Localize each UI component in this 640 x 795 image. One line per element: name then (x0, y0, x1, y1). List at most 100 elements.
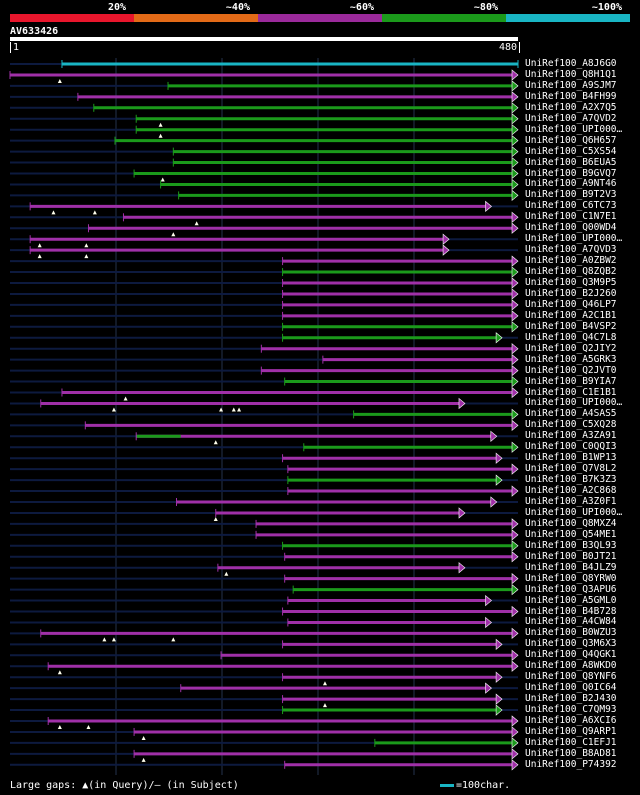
hit-label-link[interactable]: UniRef100_A4SAS5 (525, 408, 617, 420)
hit-row[interactable] (10, 474, 518, 486)
hit-row[interactable] (10, 441, 519, 453)
hit-row[interactable] (10, 704, 518, 716)
hit-label-link[interactable]: UniRef100_A6XCI6 (525, 715, 617, 726)
hit-row[interactable] (10, 671, 518, 686)
hit-label-link[interactable]: UniRef100_UPI000… (525, 123, 623, 135)
hit-row[interactable] (10, 562, 518, 576)
hit-label-link[interactable]: UniRef100_A3Z0F1 (525, 496, 617, 507)
hit-label-link[interactable]: UniRef100_B4FH99 (525, 90, 617, 102)
hit-label-link[interactable]: UniRef100_B0WZU3 (525, 627, 617, 639)
hit-label-link[interactable]: UniRef100_B9T2V3 (525, 189, 617, 201)
hit-row[interactable] (10, 299, 519, 311)
hit-row[interactable] (10, 430, 518, 445)
hit-row[interactable] (10, 518, 519, 530)
hit-label-link[interactable]: UniRef100_A3ZA91 (525, 430, 617, 442)
hit-row[interactable] (10, 156, 519, 169)
hit-label-link[interactable]: UniRef100_C6TC73 (525, 200, 617, 212)
hit-label-link[interactable]: UniRef100_Q9ARP1 (525, 725, 617, 737)
hit-label-link[interactable]: UniRef100_B2J260 (525, 287, 617, 299)
hit-row[interactable] (10, 354, 519, 366)
hit-label-link[interactable]: UniRef100_C5XQ28 (525, 419, 617, 431)
hit-row[interactable] (10, 178, 519, 191)
hit-row[interactable] (10, 397, 518, 412)
hit-label-link[interactable]: UniRef100_A9SJM7 (525, 79, 617, 91)
hit-row[interactable] (10, 288, 519, 300)
hit-label-link[interactable]: UniRef100_Q0IC64 (525, 682, 617, 694)
hit-row[interactable] (10, 222, 519, 237)
hit-row[interactable] (10, 507, 518, 521)
hit-label-link[interactable]: UniRef100_Q3APU6 (525, 583, 617, 595)
hit-label-link[interactable]: UniRef100_Q8ZQB2 (525, 266, 617, 278)
hit-label-link[interactable]: UniRef100_B9GVQ7 (525, 167, 617, 179)
hit-label-link[interactable]: UniRef100_B4VSP2 (525, 320, 617, 332)
hit-row[interactable] (10, 419, 519, 431)
hit-label-link[interactable]: UniRef100_UPI000… (525, 233, 623, 245)
hit-label-link[interactable]: UniRef100_Q8MXZ4 (525, 517, 617, 529)
hit-label-link[interactable]: UniRef100_C0QQI3 (525, 441, 617, 453)
hit-row[interactable] (10, 573, 519, 585)
hit-label-link[interactable]: UniRef100_B9YIA7 (525, 375, 617, 387)
hit-row[interactable] (10, 255, 519, 267)
hit-row[interactable] (10, 529, 519, 541)
hit-row[interactable] (10, 102, 519, 114)
hit-label-link[interactable]: UniRef100_Q46LP7 (525, 298, 617, 310)
hit-row[interactable] (10, 693, 518, 708)
hit-label-link[interactable]: UniRef100_A9NT46 (525, 178, 617, 190)
hit-label-link[interactable]: UniRef100_Q7V8L2 (525, 463, 617, 475)
hit-row[interactable] (10, 266, 519, 278)
hit-row[interactable] (10, 583, 519, 596)
hit-row[interactable] (10, 233, 518, 248)
hit-label-link[interactable]: UniRef100_A8J6G0 (525, 58, 617, 69)
hit-row[interactable] (10, 244, 518, 259)
hit-label-link[interactable]: UniRef100_Q54ME1 (525, 528, 617, 540)
hit-row[interactable] (10, 113, 519, 127)
hit-label-link[interactable]: UniRef100_A2C868 (525, 485, 617, 497)
hit-label-link[interactable]: UniRef100_A8WKD0 (525, 660, 617, 672)
hit-row[interactable] (10, 145, 519, 158)
hit-label-link[interactable]: UniRef100_B0JT21 (525, 550, 617, 562)
hit-label-link[interactable]: UniRef100_B3QL93 (525, 539, 617, 551)
hit-label-link[interactable]: UniRef100_B4B728 (525, 605, 617, 617)
hit-label-link[interactable]: UniRef100_B1WP13 (525, 452, 617, 464)
hit-row[interactable] (10, 616, 518, 629)
hit-row[interactable] (10, 748, 519, 762)
hit-label-link[interactable]: UniRef100_C1N7E1 (525, 211, 617, 223)
hit-label-link[interactable]: UniRef100_B6EUA5 (525, 156, 617, 168)
hit-row[interactable] (10, 496, 518, 508)
hit-label-link[interactable]: UniRef100_UPI000… (525, 397, 623, 409)
hit-label-link[interactable]: UniRef100_Q2JIY2 (525, 342, 617, 354)
hit-row[interactable] (10, 343, 519, 355)
hit-row[interactable] (10, 594, 518, 607)
hit-row[interactable] (10, 682, 518, 694)
hit-label-link[interactable]: UniRef100_B4JLZ9 (525, 561, 617, 573)
hit-label-link[interactable]: UniRef100_Q3M9P5 (525, 277, 617, 288)
hit-row[interactable] (10, 386, 519, 401)
hit-label-link[interactable]: UniRef100_A0ZBW2 (525, 255, 617, 267)
hit-row[interactable] (10, 124, 519, 138)
hit-row[interactable] (10, 91, 519, 103)
hit-row[interactable] (10, 135, 519, 147)
hit-row[interactable] (10, 167, 519, 182)
hit-label-link[interactable]: UniRef100_B8AD81 (525, 747, 617, 759)
hit-label-link[interactable]: UniRef100_C7QM93 (525, 704, 617, 716)
hit-row[interactable] (10, 332, 518, 344)
hit-row[interactable] (10, 605, 519, 618)
hit-row[interactable] (10, 189, 519, 202)
hit-label-link[interactable]: UniRef100_Q4C7L8 (525, 331, 617, 343)
hit-row[interactable] (10, 211, 519, 226)
hit-row[interactable] (10, 60, 519, 68)
hit-row[interactable] (10, 551, 519, 563)
hit-label-link[interactable]: UniRef100_A2X7Q5 (525, 101, 617, 113)
hit-row[interactable] (9, 69, 519, 83)
hit-label-link[interactable]: UniRef100_Q00WD4 (525, 222, 617, 234)
hit-label-link[interactable]: UniRef100_C1E1B1 (525, 386, 617, 398)
hit-label-link[interactable]: UniRef100_Q8H1Q1 (525, 68, 617, 80)
hit-row[interactable] (10, 660, 519, 675)
hit-row[interactable] (10, 759, 519, 771)
hit-row[interactable] (10, 364, 519, 377)
hit-row[interactable] (10, 277, 519, 289)
hit-row[interactable] (10, 540, 519, 552)
hit-label-link[interactable]: UniRef100_Q8YNF6 (525, 671, 617, 683)
hit-row[interactable] (10, 649, 519, 661)
hit-row[interactable] (10, 638, 518, 650)
